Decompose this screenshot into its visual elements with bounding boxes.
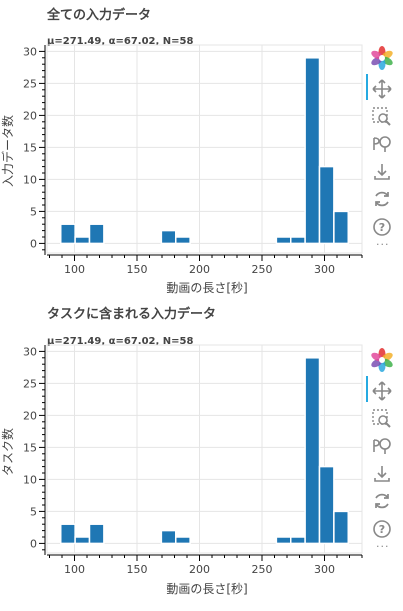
x-tick-label: 100	[64, 263, 85, 276]
y-tick-label: 0	[30, 237, 37, 250]
histogram-chart-all-inputs: 全ての入力データ μ=271.49, α=67.02, N=58 100 150 2…	[0, 7, 363, 295]
x-tick-label: 100	[64, 563, 85, 576]
histogram-bar[interactable]	[290, 236, 306, 245]
x-tick-label: 250	[252, 563, 273, 576]
box-zoom-tool-button[interactable]	[370, 105, 394, 129]
bokeh-logo-tool-button	[370, 348, 394, 372]
y-tick-label: 25	[23, 377, 37, 390]
save-tool-button[interactable]	[370, 160, 394, 184]
y-tick-label: 15	[23, 141, 37, 154]
histogram-bar[interactable]	[304, 57, 321, 245]
x-axis-label: 動画の長さ[秒]	[166, 281, 247, 295]
histogram-bar[interactable]	[60, 523, 76, 545]
more-tools-button[interactable]: ···	[376, 540, 390, 553]
svg-text:?: ?	[379, 221, 385, 234]
chart-subtitle: μ=271.49, α=67.02, N=58	[47, 36, 193, 47]
histogram-bar[interactable]	[175, 536, 191, 545]
more-tools-button[interactable]: ···	[376, 238, 390, 251]
plot-frame	[46, 44, 363, 254]
plot-area[interactable]: 100 150 200 250 300 0 5 10 15 20 25 30	[23, 344, 363, 576]
y-tick-label: 10	[23, 473, 37, 486]
bokeh-logo-icon	[371, 348, 393, 372]
histogram-bar[interactable]	[74, 536, 91, 545]
y-tick-label: 20	[23, 109, 37, 122]
chart-title: タスクに含まれる入力データ	[47, 306, 216, 322]
wheel-zoom-icon	[373, 136, 391, 152]
histogram-bar[interactable]	[175, 236, 191, 245]
wheel-zoom-tool-button[interactable]	[370, 434, 394, 458]
histogram-bar[interactable]	[160, 529, 177, 545]
active-tool-indicator	[366, 376, 368, 402]
y-tick-label: 30	[23, 45, 37, 58]
reset-tool-button[interactable]	[370, 187, 394, 211]
save-tool-button[interactable]	[370, 462, 394, 486]
histogram-bar[interactable]	[290, 536, 306, 545]
histogram-bar[interactable]	[333, 210, 349, 245]
y-axis-label: タスク数	[0, 428, 15, 476]
reset-tool-button[interactable]	[370, 489, 394, 513]
y-tick-label: 30	[23, 345, 37, 358]
histogram-bar[interactable]	[60, 223, 76, 245]
histogram-bar[interactable]	[318, 165, 335, 245]
chart-title: 全ての入力データ	[46, 7, 151, 23]
y-tick-label: 15	[23, 441, 37, 454]
y-tick-label: 10	[23, 173, 37, 186]
save-icon	[374, 466, 390, 482]
bokeh-logo-icon	[371, 46, 393, 70]
y-tick-label: 5	[30, 205, 37, 218]
x-tick-label: 200	[189, 263, 210, 276]
chart-subtitle: μ=271.49, α=67.02, N=58	[47, 336, 193, 347]
help-icon: ?	[373, 520, 391, 538]
histogram-bar[interactable]	[160, 229, 177, 245]
box-zoom-icon	[372, 107, 391, 126]
histogram-bar[interactable]	[318, 465, 335, 545]
x-tick-label: 300	[314, 263, 335, 276]
histogram-bar[interactable]	[304, 357, 321, 545]
active-tool-indicator	[366, 74, 368, 100]
box-zoom-icon	[372, 409, 391, 428]
x-tick-label: 150	[127, 263, 148, 276]
plot-area[interactable]: 100 150 200 250 300 0 5 10 15 20 25 30	[23, 44, 363, 276]
bokeh-logo-tool-button	[370, 46, 394, 70]
box-zoom-tool-button[interactable]	[370, 407, 394, 431]
histogram-bar[interactable]	[88, 223, 105, 245]
histogram-chart-task-inputs: タスクに含まれる入力データ μ=271.49, α=67.02, N=58 10…	[0, 306, 363, 596]
pan-tool-button[interactable]	[370, 77, 394, 101]
y-tick-label: 5	[30, 505, 37, 518]
y-tick-label: 0	[30, 537, 37, 550]
plot-frame	[46, 344, 363, 554]
wheel-zoom-icon	[373, 438, 391, 454]
reset-icon	[375, 493, 389, 509]
pan-icon	[372, 381, 392, 401]
x-tick-label: 150	[127, 563, 148, 576]
pan-tool-button[interactable]	[370, 379, 394, 403]
histogram-bar[interactable]	[333, 510, 349, 545]
y-tick-label: 25	[23, 77, 37, 90]
histogram-panel-task-inputs: タスクに含まれる入力データ μ=271.49, α=67.02, N=58 10…	[0, 300, 403, 600]
histogram-bar[interactable]	[74, 236, 91, 245]
y-tick-label: 20	[23, 409, 37, 422]
help-tool-button[interactable]: ?	[370, 517, 394, 541]
reset-icon	[375, 191, 389, 207]
x-tick-label: 200	[189, 563, 210, 576]
help-tool-button[interactable]: ?	[370, 215, 394, 239]
svg-text:?: ?	[379, 523, 385, 536]
histogram-bar[interactable]	[275, 236, 292, 245]
histogram-bar[interactable]	[275, 536, 292, 545]
histogram-bar[interactable]	[88, 523, 105, 545]
pan-icon	[372, 79, 392, 99]
x-axis-label: 動画の長さ[秒]	[166, 582, 247, 596]
y-axis-label: 入力データ数	[0, 115, 15, 187]
help-icon: ?	[373, 218, 391, 236]
x-tick-label: 300	[314, 563, 335, 576]
histogram-panel-all-inputs: 全ての入力データ μ=271.49, α=67.02, N=58 100 150 2…	[0, 0, 403, 300]
wheel-zoom-tool-button[interactable]	[370, 132, 394, 156]
x-tick-label: 250	[252, 263, 273, 276]
save-icon	[374, 164, 390, 180]
